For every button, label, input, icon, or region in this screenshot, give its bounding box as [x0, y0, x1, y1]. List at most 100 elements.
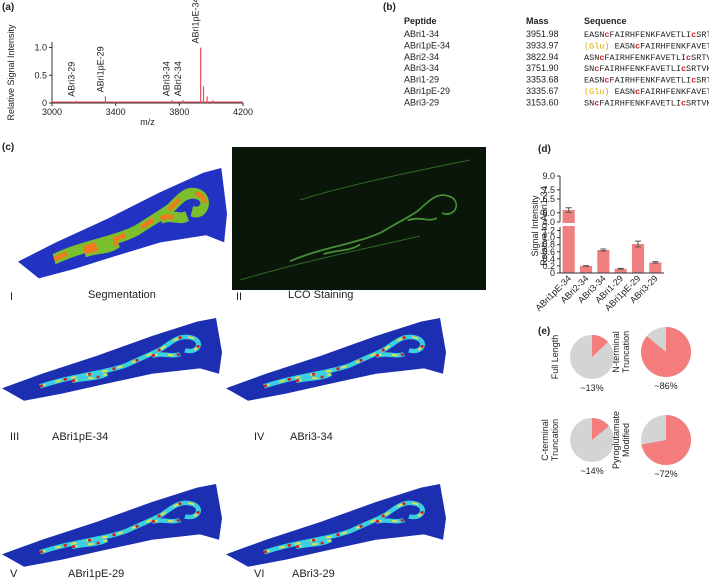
- tissue: [226, 484, 446, 567]
- sequence: (Glu) EASNcFAIRHFENKFAVETLIcSRTVKKNIIEEN: [584, 41, 709, 51]
- value-label: ~13%: [580, 383, 603, 393]
- pie-slice: [640, 327, 691, 377]
- value-label: ~86%: [654, 381, 677, 391]
- lco-image: [232, 147, 486, 290]
- table-cell: 3751.90: [526, 63, 559, 73]
- y-tick-label: 1.2: [542, 226, 555, 236]
- error-bar: [617, 267, 624, 270]
- y-tick-label: 4.0: [542, 217, 555, 227]
- table-cell: 3353.68: [526, 75, 559, 85]
- segmentation-image: [18, 168, 228, 279]
- panel-label: (e): [538, 326, 550, 337]
- table-cell: ABri1pE-29: [404, 86, 450, 96]
- tissue: [2, 484, 222, 567]
- axis-break: [556, 223, 666, 226]
- image-label: ABri1pE-34: [52, 431, 108, 443]
- pie-title: Pyroglutamate: [611, 411, 621, 469]
- table-cell: ABri1-29: [404, 75, 439, 85]
- table-cell: 3335.67: [526, 86, 559, 96]
- heatmap-image: [226, 318, 446, 401]
- x-tick-label: 3000: [42, 107, 62, 117]
- image-label: LCO Staining: [288, 289, 353, 301]
- pie-title: Full Length: [550, 335, 560, 380]
- y-tick-label: 0: [42, 98, 47, 108]
- y-tick-label: 1.0: [542, 233, 555, 243]
- image-numeral: IV: [254, 431, 265, 443]
- tissue: [2, 318, 222, 401]
- bar: [562, 210, 575, 273]
- table-cell: 3153.60: [526, 97, 559, 107]
- error-bar: [635, 240, 641, 248]
- pie-slice: [592, 418, 609, 440]
- error-bar: [652, 261, 659, 264]
- peak-label: ABri1pE-29: [95, 46, 105, 92]
- y-tick-label: 0.4: [542, 254, 555, 264]
- y-axis-label: Relative to ABri1-34: [539, 186, 549, 266]
- x-tick-label: 4200: [233, 107, 253, 117]
- pie-title: Truncation: [621, 331, 631, 373]
- table-cell: ABri1-34: [404, 29, 439, 39]
- peak-label: ABri3-34: [162, 61, 172, 96]
- bar: [579, 265, 593, 273]
- y-tick-label: 1.0: [34, 43, 47, 53]
- image-numeral: V: [10, 568, 18, 580]
- pie-title: N-terminal: [611, 331, 621, 373]
- value-label: ~72%: [654, 469, 677, 479]
- pie-title: Modified: [621, 423, 631, 457]
- sequence: SNcFAIRHFENKFAVETLIcSRTVKKNIIEEN: [584, 64, 709, 74]
- peak-label: ABri1pE-34: [191, 0, 201, 44]
- x-tick-label: 3400: [106, 107, 126, 117]
- peak-label: ABri3-29: [66, 62, 76, 97]
- x-tick-label: 3800: [169, 107, 189, 117]
- sequence: EASNcFAIRHFENKFAVETLIcSRTVKKN: [584, 76, 709, 86]
- sequence: SNcFAIRHFENKFAVETLIcSRTVKKN: [584, 98, 709, 108]
- pie-title: C-terminal: [540, 419, 550, 461]
- panel-label: (b): [383, 2, 396, 13]
- table-header: Peptide: [404, 16, 437, 26]
- image-label: ABri3-34: [290, 431, 333, 443]
- value-label: ~14%: [580, 466, 603, 476]
- bar: [649, 262, 662, 273]
- heatmap-image: [226, 484, 446, 567]
- table-cell: ABri3-29: [404, 97, 439, 107]
- image-label: Segmentation: [88, 289, 156, 301]
- table-cell: 3822.94: [526, 52, 559, 62]
- sequence: EASNcFAIRHFENKFAVETLIcSRTVKKNIIEEN: [584, 30, 709, 40]
- pie-title: Truncation: [550, 419, 560, 461]
- error-bar: [583, 265, 589, 267]
- table-cell: ABri1pE-34: [404, 40, 450, 50]
- y-axis-label: Signal Intensity: [530, 195, 540, 257]
- y-tick-label: 0.2: [542, 261, 555, 271]
- y-tick-label: 9.0: [542, 171, 555, 181]
- table-cell: ABri3-34: [404, 63, 439, 73]
- table-header: Mass: [526, 16, 549, 26]
- pie-slice: [592, 335, 609, 357]
- tissue: [226, 318, 446, 401]
- y-tick-label: 7.5: [542, 185, 555, 195]
- image-label: ABri3-29: [292, 568, 335, 580]
- y-tick-label: 5.0: [542, 208, 555, 218]
- table-cell: ABri2-34: [404, 52, 439, 62]
- image-numeral: II: [236, 291, 242, 303]
- heatmap-image: [2, 484, 222, 567]
- panel-label: (a): [2, 2, 14, 13]
- table-cell: 3933.97: [526, 40, 559, 50]
- panel-label: (c): [2, 142, 14, 153]
- panel-label: (d): [538, 144, 551, 155]
- sequence: (Glu) EASNcFAIRHFENKFAVETLIcSRTVKKN: [584, 87, 709, 97]
- error-bar: [600, 248, 607, 252]
- image-numeral: VI: [254, 568, 264, 580]
- error-bar: [565, 207, 572, 213]
- peak-label: ABri2-34: [173, 61, 183, 96]
- heatmap-image: [2, 318, 222, 401]
- bar: [597, 250, 610, 273]
- pie-slice: [641, 415, 691, 466]
- y-axis-label: Relative Signal Intensity: [6, 24, 16, 121]
- y-tick-label: 0: [550, 268, 555, 278]
- y-tick-label: 0.8: [542, 240, 555, 250]
- y-tick-label: 6.5: [542, 194, 555, 204]
- image-numeral: I: [10, 291, 13, 303]
- y-tick-label: 0.6: [542, 247, 555, 257]
- bar: [631, 243, 645, 273]
